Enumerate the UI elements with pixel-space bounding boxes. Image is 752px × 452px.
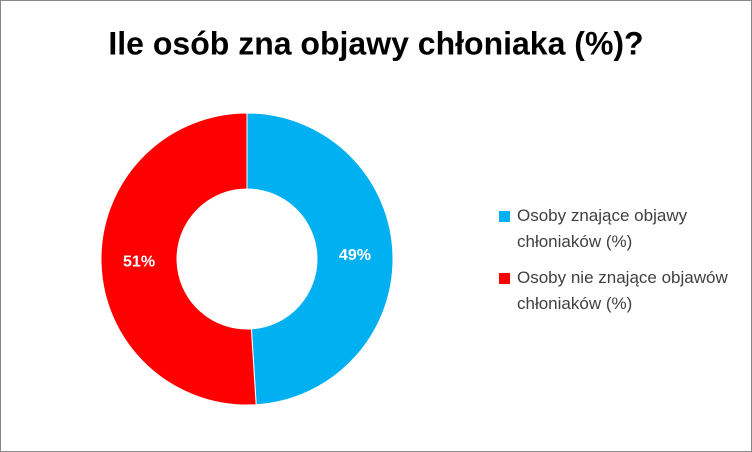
legend-swatch [499,211,510,222]
slice [246,112,394,406]
slice [100,112,257,406]
chart-title: Ile osób zna objawy chłoniaka (%)? [108,25,643,61]
legend-label: Osoby nie znające objawów chłoniaków (%) [517,268,728,313]
legend-item: Osoby nie znające objawów chłoniaków (%) [499,265,739,317]
legend-item: Osoby znające objawy chłoniaków (%) [499,203,739,255]
data-label: 49% [339,247,371,264]
legend-label: Osoby znające objawy chłoniaków (%) [517,206,688,251]
legend: Osoby znające objawy chłoniaków (%) Osoby… [499,203,739,327]
data-label: 51% [123,254,155,271]
legend-swatch [499,273,510,284]
